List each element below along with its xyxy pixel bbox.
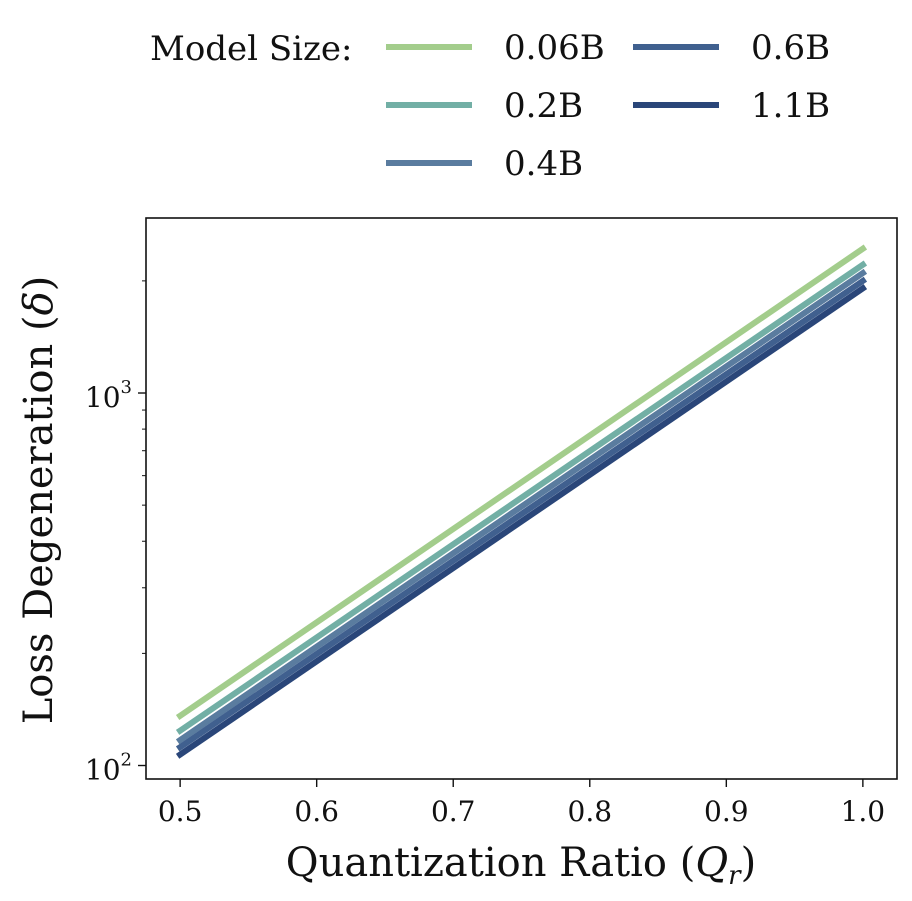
series-group bbox=[175, 244, 868, 759]
y-tick-label: 102 bbox=[85, 750, 132, 787]
series-line-0.6B bbox=[175, 276, 868, 752]
legend-label-0.2B: 0.2B bbox=[504, 86, 583, 126]
x-tick-label: 0.9 bbox=[704, 795, 749, 828]
series-line-0.4B bbox=[175, 268, 868, 745]
legend-title: Model Size: bbox=[150, 29, 353, 69]
x-axis-ticks: 0.5 0.6 0.7 0.8 0.9 1.0 bbox=[158, 779, 885, 828]
y-axis-ticks: 102 103 bbox=[85, 280, 146, 787]
y-tick-label: 103 bbox=[85, 377, 132, 414]
y-axis-label-symbol: δ bbox=[16, 291, 62, 315]
series-line-0.2B bbox=[175, 260, 868, 735]
x-axis-label: Quantization Ratio (Qr) bbox=[286, 840, 756, 891]
x-axis-label-text: Quantization Ratio bbox=[286, 840, 667, 886]
y-axis-label: Loss Degeneration (δ) bbox=[16, 276, 62, 725]
x-axis-label-subscript: r bbox=[728, 861, 742, 891]
x-tick-label: 0.7 bbox=[431, 795, 476, 828]
x-axis-label-symbol: Q bbox=[695, 840, 728, 886]
legend: Model Size: 0.06B 0.2B 0.4B 0.6B 1.1B bbox=[150, 28, 830, 184]
x-tick-label: 1.0 bbox=[841, 795, 886, 828]
series-line-1.1B bbox=[175, 284, 868, 759]
legend-label-0.4B: 0.4B bbox=[504, 144, 583, 184]
legend-label-0.06B: 0.06B bbox=[504, 28, 605, 68]
series-line-0.06B bbox=[175, 244, 868, 720]
legend-label-1.1B: 1.1B bbox=[751, 86, 830, 126]
y-axis-label-text: Loss Degeneration bbox=[16, 344, 62, 725]
legend-label-0.6B: 0.6B bbox=[751, 28, 830, 68]
x-tick-label: 0.5 bbox=[158, 795, 203, 828]
plot-frame bbox=[145, 217, 898, 780]
x-tick-label: 0.8 bbox=[568, 795, 613, 828]
x-tick-label: 0.6 bbox=[294, 795, 339, 828]
